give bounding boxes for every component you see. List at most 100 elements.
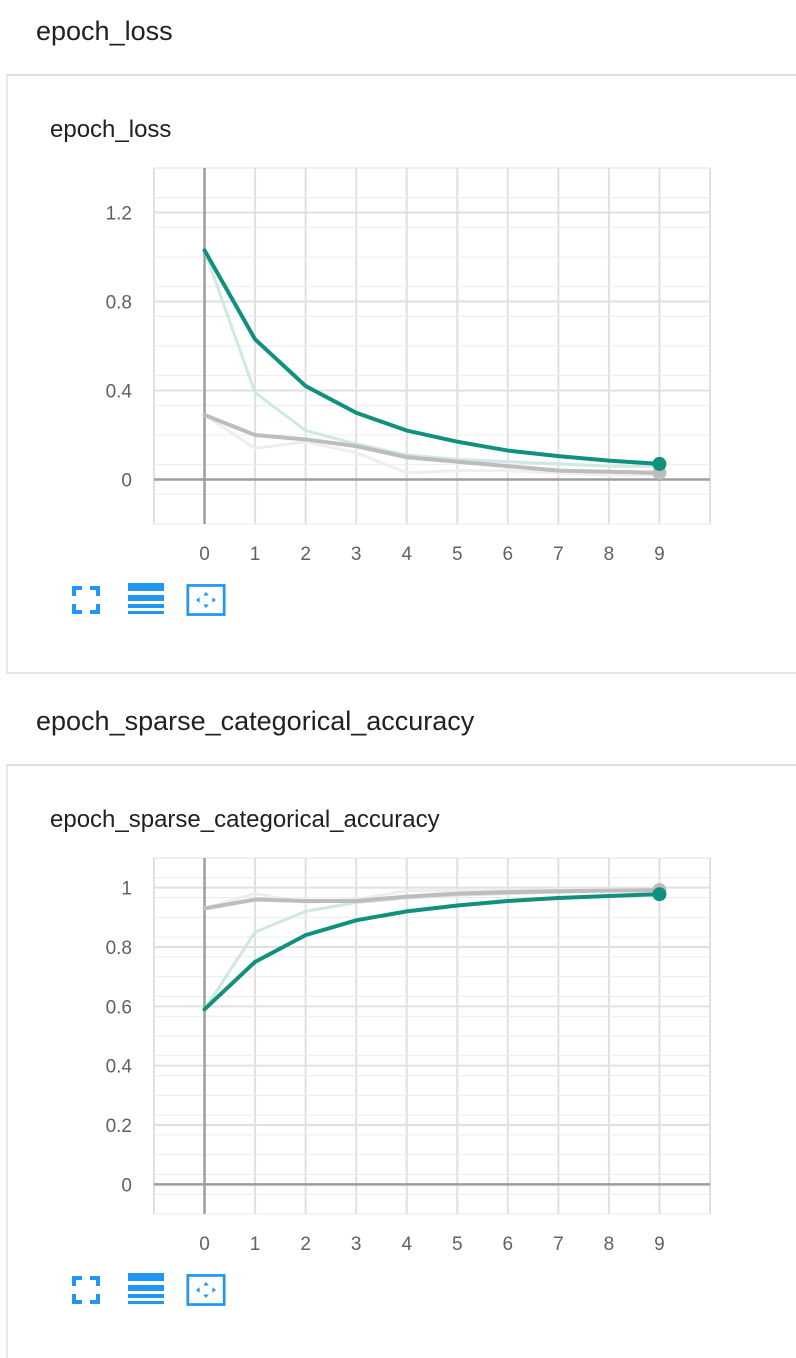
series-end-marker [652, 887, 667, 902]
data-point [355, 412, 357, 414]
data-point [406, 456, 408, 458]
accuracy-chart-card: epoch_sparse_categorical_accuracy 0 0.2 0.… [6, 766, 796, 1358]
data-point [355, 452, 357, 454]
x-tick-label: 6 [503, 1234, 514, 1255]
x-tick-label: 5 [452, 1234, 463, 1255]
data-point [557, 890, 559, 892]
data-point [355, 919, 357, 921]
data-point [507, 450, 509, 452]
y-tick-label: 0 [121, 1175, 132, 1196]
toggle-log-scale-icon[interactable] [126, 1272, 166, 1308]
data-point [608, 474, 610, 476]
data-point [254, 899, 256, 901]
data-point [507, 470, 509, 472]
data-point [456, 893, 458, 895]
data-point [557, 470, 559, 472]
data-point [608, 890, 610, 892]
loss-chart[interactable]: 0 0.4 0.8 1.2 0 1 2 3 4 5 6 7 8 9 [8, 76, 796, 576]
data-point [204, 249, 206, 251]
data-point [406, 910, 408, 912]
y-tick-label: 0.4 [106, 382, 133, 403]
data-point [204, 414, 206, 416]
y-tick-label: 0.4 [106, 1057, 133, 1078]
y-tick-label: 0.6 [106, 997, 132, 1018]
fullscreen-icon[interactable] [66, 1272, 106, 1308]
data-point [507, 465, 509, 467]
chart-title: epoch_sparse_categorical_accuracy [50, 806, 440, 833]
data-point [254, 434, 256, 436]
x-tick-label: 0 [199, 1234, 210, 1255]
x-tick-label: 1 [250, 1234, 261, 1255]
data-point [254, 961, 256, 963]
data-point [305, 934, 307, 936]
accuracy-chart[interactable]: 0 0.2 0.4 0.6 0.8 1 0 1 2 3 4 5 6 7 8 9 [8, 766, 796, 1266]
data-point [456, 470, 458, 472]
fullscreen-icon[interactable] [66, 582, 106, 618]
y-tick-label: 1 [121, 879, 132, 900]
data-point [254, 893, 256, 895]
x-tick-label: 5 [452, 544, 463, 565]
data-point [456, 890, 458, 892]
data-point [557, 897, 559, 899]
loss-chart-card: epoch_loss 0 0.4 0.8 1.2 0 1 2 3 4 5 6 7 8 9 [6, 76, 796, 674]
data-point [406, 430, 408, 432]
x-tick-label: 2 [300, 1234, 311, 1255]
series-line [202, 412, 662, 475]
data-point [608, 895, 610, 897]
data-point [204, 1008, 206, 1010]
y-tick-label: 0.8 [106, 938, 132, 959]
data-point [355, 445, 357, 447]
data-point [608, 460, 610, 462]
data-point [406, 472, 408, 474]
data-point [507, 891, 509, 893]
accuracy-section: epoch_sparse_categorical_accuracy epoch_… [0, 690, 796, 1358]
x-tick-label: 9 [654, 1234, 665, 1255]
toggle-log-scale-icon[interactable] [126, 582, 166, 618]
data-point [507, 900, 509, 902]
series-line [202, 892, 662, 1012]
chart-title: epoch_loss [50, 116, 172, 143]
data-point [204, 907, 206, 909]
chart-toolbar [66, 1272, 246, 1312]
data-point [305, 910, 307, 912]
data-point [406, 896, 408, 898]
fit-domain-icon[interactable] [186, 1272, 226, 1308]
section-header[interactable]: epoch_loss [6, 0, 796, 76]
x-tick-label: 1 [250, 544, 261, 565]
x-tick-label: 4 [401, 1234, 412, 1255]
plot-area: 0 0.2 0.4 0.6 0.8 1 0 1 2 3 4 5 6 7 8 9 [106, 857, 711, 1255]
section-header[interactable]: epoch_sparse_categorical_accuracy [6, 690, 796, 766]
data-point [608, 471, 610, 473]
data-point [507, 461, 509, 463]
section-header-title: epoch_loss [36, 16, 173, 46]
fit-domain-icon[interactable] [186, 582, 226, 618]
x-tick-label: 7 [553, 544, 564, 565]
data-point [406, 890, 408, 892]
x-tick-label: 2 [300, 544, 311, 565]
x-tick-label: 8 [604, 1234, 615, 1255]
chart-toolbar [66, 582, 246, 622]
data-point [305, 430, 307, 432]
x-tick-label: 0 [199, 544, 210, 565]
x-tick-label: 3 [351, 1234, 362, 1255]
data-point [557, 455, 559, 457]
data-point [456, 441, 458, 443]
y-tick-label: 1.2 [106, 204, 132, 225]
data-point [254, 931, 256, 933]
x-tick-label: 6 [503, 544, 514, 565]
x-tick-label: 3 [351, 544, 362, 565]
series-line [203, 413, 661, 477]
series-end-marker [652, 456, 667, 471]
data-point [254, 338, 256, 340]
data-point [305, 385, 307, 387]
y-tick-label: 0.2 [106, 1116, 132, 1137]
series-line [203, 248, 661, 468]
data-point [355, 900, 357, 902]
data-point [456, 461, 458, 463]
x-tick-label: 7 [553, 1234, 564, 1255]
data-point [608, 465, 610, 467]
data-point [254, 392, 256, 394]
data-point [305, 438, 307, 440]
data-point [305, 900, 307, 902]
data-point [557, 463, 559, 465]
